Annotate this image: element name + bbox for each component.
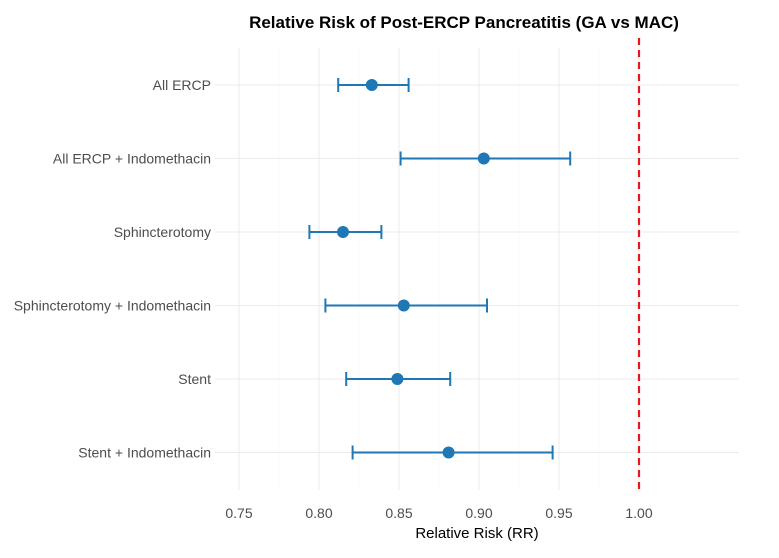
estimate-point (442, 446, 455, 459)
x-tick-label: 0.80 (305, 505, 332, 521)
estimate-point (391, 373, 404, 385)
x-tick-label: 1.00 (625, 505, 652, 521)
grid-layer (215, 48, 739, 490)
chart-title: Relative Risk of Post-ERCP Pancreatitis … (249, 13, 679, 32)
y-category-label: Stent (178, 371, 211, 387)
y-category-label: All ERCP + Indomethacin (53, 151, 211, 167)
y-category-label: Sphincterotomy + Indomethacin (14, 298, 211, 314)
x-tick-label: 0.90 (465, 505, 492, 521)
x-tick-label: 0.85 (385, 505, 412, 521)
estimate-point (337, 226, 349, 238)
estimate-point (365, 79, 378, 91)
y-category-label: All ERCP (153, 77, 211, 93)
y-category-label: Sphincterotomy (114, 224, 211, 240)
label-layer: 0.75 0.80 0.85 0.90 0.95 1.00 All ERCP All ERCP… (14, 77, 653, 521)
x-tick-label: 0.75 (225, 505, 252, 521)
estimate-point (397, 299, 410, 312)
x-tick-label: 0.95 (545, 505, 572, 521)
x-axis-title: Relative Risk (RR) (415, 525, 538, 542)
y-category-label: Stent + Indomethacin (78, 445, 211, 461)
estimate-point (477, 152, 490, 165)
marks-layer (308, 78, 572, 460)
